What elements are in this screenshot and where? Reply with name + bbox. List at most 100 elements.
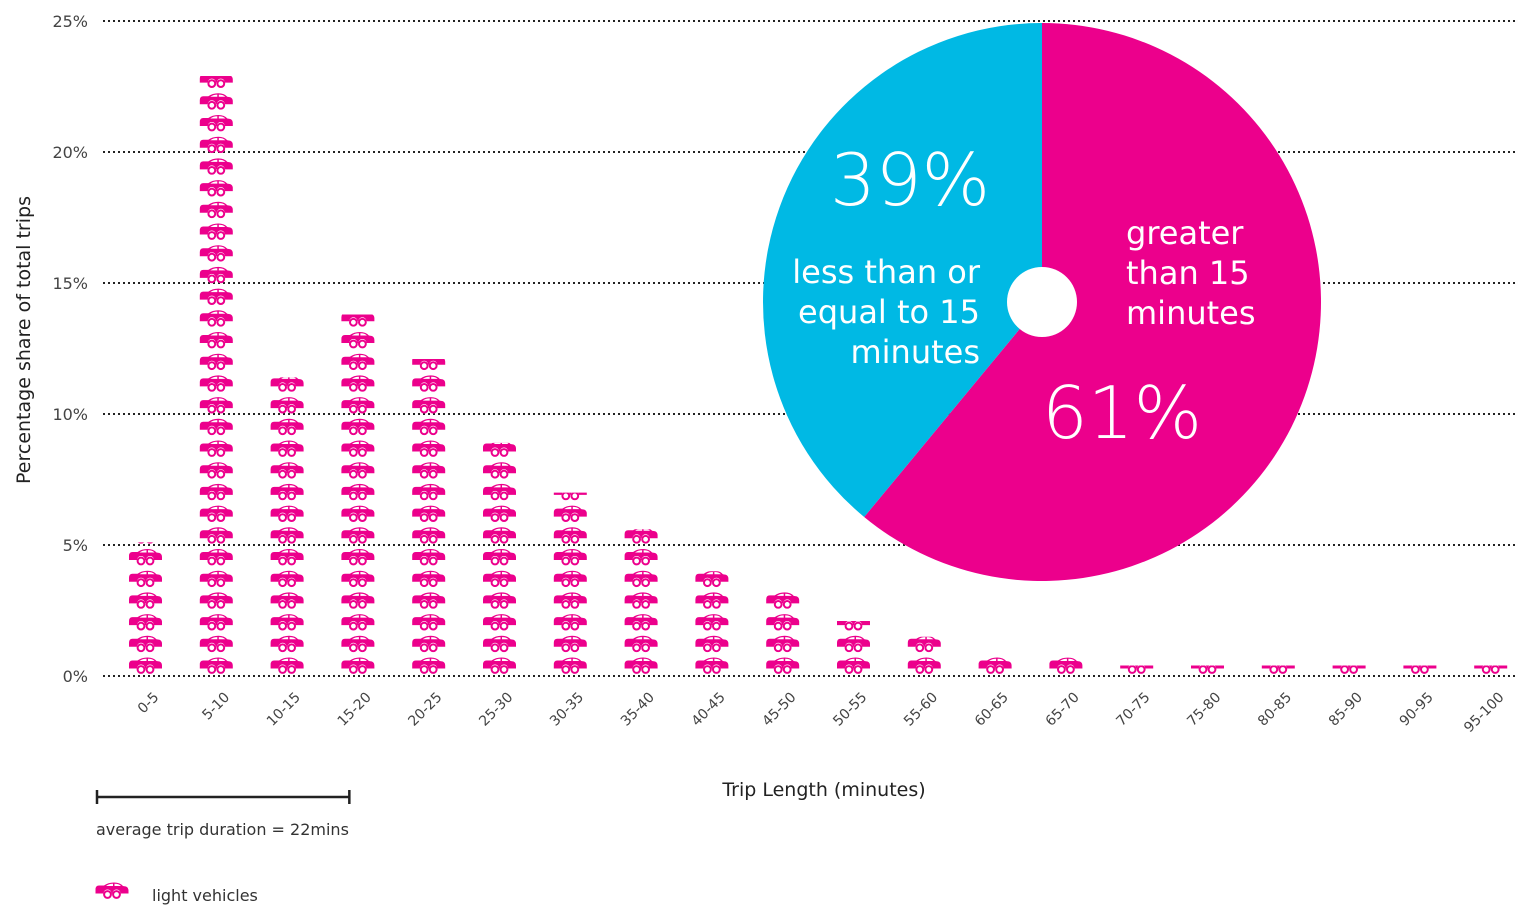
legend: light vehicles: [95, 882, 258, 905]
car-icon: [340, 374, 375, 392]
y-tick-label: 5%: [63, 536, 88, 555]
car-icon: [482, 526, 517, 544]
y-tick-label: 10%: [52, 405, 88, 424]
y-tick-label: 20%: [52, 143, 88, 162]
car-icon: [199, 548, 234, 566]
car-icon: [694, 571, 729, 588]
car-icon: [482, 548, 517, 566]
car-icon: [340, 483, 375, 501]
car-icon: [128, 635, 163, 653]
car-icon: [411, 613, 446, 631]
car-icon: [553, 657, 588, 674]
car-icon: [694, 657, 729, 674]
car-icon: [553, 613, 588, 631]
car-icon: [340, 505, 375, 522]
car-icon: [411, 461, 446, 479]
bar: [1402, 665, 1437, 674]
car-icon: [199, 374, 234, 392]
bar: [1332, 665, 1367, 674]
car-icon: [128, 657, 163, 674]
car-icon: [199, 635, 234, 653]
pie-slice: [864, 23, 1321, 581]
x-tick-label: 75-80: [1184, 690, 1224, 730]
car-icon: [270, 505, 305, 522]
car-icon: [128, 613, 163, 631]
car-icon: [411, 570, 446, 588]
car-icon: [340, 396, 375, 414]
bar: [1048, 657, 1083, 674]
x-tick-label: 30-35: [547, 690, 587, 730]
car-icon: [128, 570, 163, 588]
car-icon: [1473, 665, 1508, 674]
pie-slice-label: greater: [1126, 214, 1244, 252]
pie-slice-label: minutes: [850, 333, 980, 371]
pie-percentage-label: 61%: [1042, 371, 1202, 455]
car-icon: [624, 613, 659, 631]
car-icon: [340, 418, 375, 436]
car-icon: [765, 635, 800, 653]
car-icon: [482, 461, 517, 479]
car-icon: [199, 461, 234, 479]
x-tick-label: 60-65: [972, 690, 1012, 730]
x-tick-label: 20-25: [405, 690, 445, 730]
car-icon: [199, 266, 234, 284]
car-icon: [270, 526, 305, 544]
bar: [553, 492, 588, 674]
car-icon: [270, 657, 305, 674]
car-icon: [128, 542, 163, 544]
y-axis-title: Percentage share of total trips: [13, 196, 35, 484]
car-icon: [765, 657, 800, 674]
car-icon: [411, 374, 446, 392]
car-icon: [553, 570, 588, 588]
bar: [694, 571, 729, 674]
car-icon: [411, 440, 446, 457]
car-icon: [340, 570, 375, 588]
car-icon: [553, 526, 588, 544]
car-icon: [199, 440, 234, 457]
bar: [1473, 665, 1508, 674]
car-icon: [836, 635, 871, 653]
car-icon: [340, 548, 375, 566]
average-duration-label: average trip duration = 22mins: [96, 820, 349, 839]
pie-slice-label: less than or: [792, 253, 981, 291]
car-icon: [907, 636, 942, 653]
car-icon: [978, 657, 1013, 674]
x-tick-label: 10-15: [264, 690, 304, 730]
car-icon: [694, 635, 729, 653]
car-icon: [199, 223, 234, 240]
x-tick-label: 65-70: [1043, 690, 1083, 730]
bar: [1190, 665, 1225, 674]
car-icon: [199, 136, 234, 154]
bar: [765, 592, 800, 674]
y-tick-label: 0%: [63, 667, 88, 686]
x-tick-label: 25-30: [476, 690, 516, 730]
car-icon: [270, 396, 305, 414]
car-icon: [553, 505, 588, 522]
car-icon: [270, 440, 305, 457]
car-icon: [553, 635, 588, 653]
car-icon: [411, 483, 446, 501]
car-icon: [553, 591, 588, 609]
car-icon: [482, 613, 517, 631]
bar: [624, 529, 659, 674]
car-icon: [340, 526, 375, 544]
car-icon: [1048, 657, 1083, 674]
car-icon: [411, 657, 446, 674]
car-icon: [199, 157, 234, 175]
x-axis-title: Trip Length (minutes): [721, 779, 925, 801]
pie-percentage-label: 39%: [830, 138, 990, 222]
x-tick-label: 40-45: [689, 690, 729, 730]
car-icon: [1261, 665, 1296, 674]
y-tick-label: 25%: [52, 12, 88, 31]
pie-center-hole: [1007, 267, 1077, 337]
car-icon: [411, 526, 446, 544]
car-icon: [270, 570, 305, 588]
car-icon: [411, 591, 446, 609]
car-icon: [270, 635, 305, 653]
pie-slice: [763, 23, 1042, 517]
pie-slice-label: than 15: [1126, 254, 1250, 292]
car-icon: [199, 418, 234, 436]
car-icon: [624, 591, 659, 609]
car-icon: [482, 591, 517, 609]
car-icon: [340, 440, 375, 457]
